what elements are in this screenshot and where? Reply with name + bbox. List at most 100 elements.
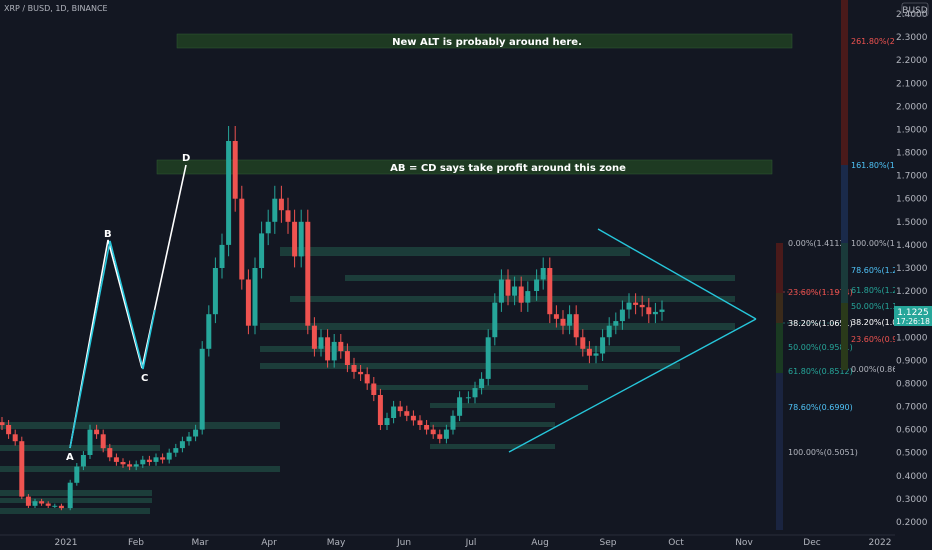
candle-body [586, 348, 592, 356]
sr-zone [430, 422, 555, 427]
sr-zone [0, 490, 152, 496]
candle [245, 269, 251, 335]
candle-body [212, 268, 218, 315]
price-tick-label: 0.4000 [896, 472, 928, 482]
candle [573, 305, 579, 346]
fib-right-label: 23.60%(0.99 [851, 335, 902, 344]
fib-left-label: 100.00%(0.5051) [788, 448, 858, 457]
fib-right-band [841, 165, 848, 243]
candle [512, 276, 518, 306]
candle-body [206, 314, 212, 349]
candle [74, 463, 80, 486]
candle-body [580, 337, 586, 349]
candle [219, 233, 225, 279]
candle [485, 329, 491, 386]
price-axis[interactable] [895, 0, 932, 550]
candle [80, 451, 86, 471]
candle [331, 334, 337, 368]
fib-right-band [841, 303, 848, 370]
candle [120, 458, 126, 468]
candle [19, 436, 25, 500]
time-axis[interactable]: 2021 Feb Mar Apr May Jun Jul Aug Sep Oct… [55, 538, 892, 548]
time-tick: Sep [600, 538, 617, 548]
candle-body [479, 378, 485, 388]
candle [193, 424, 199, 442]
candle-body [100, 434, 106, 449]
sr-zone [290, 296, 735, 302]
candle [199, 341, 205, 435]
candle-body [193, 429, 199, 437]
price-tick-label: 2.3000 [896, 33, 928, 43]
price-tick-label: 2.1000 [896, 79, 928, 89]
candle [173, 443, 179, 457]
candle [391, 400, 397, 424]
chart-title: XRP / BUSD, 1D, BINANCE [4, 4, 108, 13]
candle-body [6, 425, 12, 435]
fib-left-label: 0.00%(1.4112) [788, 239, 848, 248]
abcd-pattern: A B C D [66, 153, 190, 463]
candle-body [358, 371, 364, 375]
candle [553, 305, 559, 328]
candle-body [179, 441, 185, 449]
candle-body [80, 455, 86, 467]
candle [560, 310, 566, 335]
pattern-point-c: C [141, 373, 148, 384]
candle [94, 424, 100, 439]
candle-body [600, 337, 606, 354]
candle [505, 269, 511, 306]
candle [525, 281, 531, 312]
candle [593, 345, 599, 364]
candle [567, 305, 573, 335]
candle [259, 221, 265, 279]
candle [232, 126, 238, 212]
candle [0, 417, 5, 430]
candle [534, 269, 540, 301]
candle-body [219, 244, 225, 268]
sr-zone [0, 422, 280, 429]
price-tick-label: 1.5000 [896, 218, 928, 228]
price-tick-label: 1.3000 [896, 264, 928, 274]
candle [113, 453, 119, 466]
fib-retracement-left: 0.00%(1.4112) 23.60%(1.1974) 38.20%(1.06… [776, 239, 858, 530]
price-tick-label: 1.9000 [896, 126, 928, 136]
price-tick-label: 1.2000 [896, 287, 928, 297]
fib-left-label: 23.60%(1.1974) [788, 288, 853, 297]
time-tick: May [327, 538, 346, 548]
fib-left-bar [776, 243, 783, 530]
currency-badge[interactable] [901, 2, 929, 17]
time-tick: 2021 [55, 538, 78, 548]
candle [639, 295, 645, 317]
fib-left-label: 78.60%(0.6990) [788, 403, 853, 412]
candle-body [344, 351, 350, 365]
price-tick-label: 1.7000 [896, 172, 928, 182]
candle [87, 424, 93, 459]
candle [166, 448, 172, 464]
candle [32, 498, 38, 508]
time-tick: Apr [261, 538, 277, 548]
sr-zone [0, 466, 280, 472]
candle-body [573, 314, 579, 338]
price-tick-label: 0.3000 [896, 495, 928, 505]
abcd-note-box [156, 159, 773, 175]
candle-body [606, 325, 612, 338]
candle [107, 443, 113, 462]
candle [479, 372, 485, 395]
candle [186, 432, 192, 446]
price-tick-label: 1.0000 [896, 333, 928, 343]
candle-body [652, 311, 658, 315]
candle-body [127, 464, 133, 467]
candle-body [113, 457, 119, 462]
price-tick-label: 0.2000 [896, 518, 928, 528]
candle-body [239, 198, 245, 280]
triangle-lower-line [508, 318, 757, 453]
candle [377, 388, 383, 430]
fib-right-band [841, 0, 848, 165]
candle-body [547, 268, 553, 315]
price-tick-label: 1.8000 [896, 149, 928, 159]
candle-body [278, 198, 284, 211]
candle-body [252, 268, 258, 326]
candle [410, 410, 416, 426]
price-tick-label: 1.6000 [896, 195, 928, 205]
candle-body [639, 304, 645, 308]
